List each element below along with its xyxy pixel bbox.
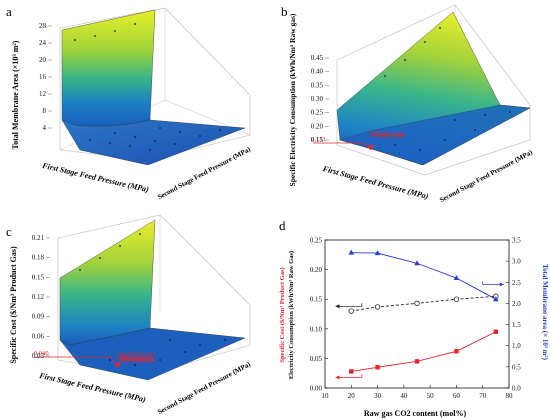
z-tick-label: 0.40 <box>311 68 324 76</box>
data-point-circle <box>453 296 460 302</box>
y-tick-label-left: 0.10 <box>310 325 323 333</box>
z-tick-label: 12 <box>39 90 47 98</box>
red-series-axis-arrow-head <box>335 375 340 380</box>
z-tick-label: 0.20 <box>311 122 324 130</box>
data-point-triangle <box>493 296 499 302</box>
black-series-axis-arrow-head <box>335 304 340 309</box>
y-axis-label-red: Specific Cost ($/Nm³ Product Gas) <box>279 267 286 362</box>
z-tick-label: 0.18 <box>32 254 45 262</box>
panel-letter: d <box>279 218 286 233</box>
blue-series-axis-arrow <box>482 281 504 285</box>
z-tick-label: 16 <box>39 73 47 81</box>
y-tick-label-right: 2.5 <box>512 279 521 287</box>
y-tick-label-right: 0.0 <box>512 385 521 393</box>
y-tick-label-right: 3.5 <box>512 237 521 245</box>
y-tick-label-right: 3.0 <box>512 258 521 266</box>
y-tick-label-left: 0.20 <box>310 266 323 274</box>
z-tick-label: 0.12 <box>32 293 45 301</box>
x-axis-label: First Stage Feed Pressure (MPa) <box>41 161 150 195</box>
z-tick-label: 0.45 <box>311 54 324 62</box>
surface-plot-b: Minimum 0.133 0.45 0.40 0.35 0.30 0.25 0.20 0.… <box>281 4 534 204</box>
x-tick-label: 60 <box>453 392 461 400</box>
z-axis-label: Specific Cost ($/Nm³ Product Gas) <box>9 246 18 364</box>
y-tick-label-left: 0.15 <box>310 296 323 304</box>
z-tick-label: 0.25 <box>311 109 324 117</box>
x-axis-label: First Stage Feed Pressure (MPa) <box>321 164 430 201</box>
z-tick-label: 0.15 <box>32 273 45 281</box>
surface-plot-a: 28 24 20 16 12 8 4 a Total Membrane Area (×10³… <box>6 4 252 201</box>
red-series-axis-arrow <box>335 374 363 378</box>
line-chart-d: d Specific Cost ($/Nm³ Product Gas) Elec… <box>279 218 549 418</box>
y-axis-label-black: Electricity Consumption (kWh/Nm³ Raw Gas… <box>288 251 295 379</box>
minimum-value: 0.040 <box>34 350 49 357</box>
y-tick-label-right: 1.0 <box>512 342 521 350</box>
y-tick-label-right: 0.5 <box>512 363 521 371</box>
z-tick-label: 0.21 <box>32 234 45 242</box>
panel-letter: c <box>6 224 12 239</box>
z-tick-label: 0.30 <box>311 95 324 103</box>
y-tick-label-right: 1.5 <box>512 321 521 329</box>
panel-b: Minimum 0.133 0.45 0.40 0.35 0.30 0.25 0.20 0.… <box>275 0 550 210</box>
y-tick-label-right: 2.0 <box>512 300 521 308</box>
series-line-1 <box>351 295 496 312</box>
data-point-triangle <box>453 275 460 281</box>
panel-c: Minimum 0.040 0.21 0.18 0.15 0.12 0.09 0.06 0.… <box>0 210 275 420</box>
blue-series-axis-arrow-head <box>499 282 504 287</box>
y-tick-label-left: 0.25 <box>310 237 323 245</box>
plot-frame <box>324 239 510 389</box>
x-tick-label: 80 <box>506 392 514 400</box>
data-point-square <box>454 349 459 354</box>
y-tick-label-left: 0.00 <box>310 385 323 393</box>
z-axis-label: Total Membrane Area (×10³ m²) <box>11 40 20 149</box>
z-tick-label: 0.15 <box>311 136 324 144</box>
x-tick-label: 10 <box>322 392 330 400</box>
minimum-annotation: Minimum <box>370 130 405 139</box>
panel-letter: b <box>281 4 288 19</box>
z-tick-label: 0.06 <box>32 332 45 340</box>
y-tick-label-left: 0.05 <box>310 355 323 363</box>
series-line-2 <box>351 252 497 300</box>
z-tick-label: 24 <box>39 39 47 47</box>
minimum-value: 0.133 <box>311 136 326 143</box>
z-tick-label: 0.03 <box>32 352 45 360</box>
panel-d: d Specific Cost ($/Nm³ Product Gas) Elec… <box>275 210 550 420</box>
data-point-triangle <box>414 260 420 266</box>
surface-plot-c: Minimum 0.040 0.21 0.18 0.15 0.12 0.09 0.06 0.… <box>6 214 252 416</box>
panel-a: 28 24 20 16 12 8 4 a Total Membrane Area (×10³… <box>0 0 275 210</box>
data-point-circle <box>414 300 420 307</box>
x-tick-label: 30 <box>374 392 382 400</box>
x-tick-label: 20 <box>348 392 356 400</box>
x-tick-label: 70 <box>479 392 487 400</box>
series-line-0 <box>351 331 497 372</box>
black-series-axis-arrow <box>335 303 363 307</box>
y-axis-label-right: Total Membrane area (× 10³ m²) <box>541 264 549 361</box>
z-tick-label: 0.35 <box>311 81 324 89</box>
data-point-circle <box>374 304 381 310</box>
x-tick-label: 50 <box>427 392 435 400</box>
z-tick-label: 4 <box>43 124 47 132</box>
minimum-annotation: Minimum <box>119 354 154 363</box>
z-tick-label: 20 <box>39 56 47 64</box>
y-axis-label: Second Stage Feed Pressure (MPa) <box>438 148 534 204</box>
z-tick-label: 8 <box>43 107 47 115</box>
data-point-square <box>493 329 499 334</box>
data-point-circle <box>348 308 354 314</box>
z-tick-label: 28 <box>39 22 47 30</box>
data-point-square <box>375 365 380 370</box>
data-point-square <box>349 369 354 374</box>
x-tick-label: 40 <box>400 392 408 400</box>
data-point-square <box>414 359 420 364</box>
z-tick-label: 0.09 <box>32 313 45 321</box>
panel-letter: a <box>6 4 12 19</box>
data-point-triangle <box>374 250 381 256</box>
data-point-triangle <box>348 249 355 255</box>
x-axis-label: Raw gas CO2 content (mol%) <box>364 409 467 418</box>
z-axis-label: Specific Electricity Consumption (kWh/Nm… <box>288 13 297 186</box>
